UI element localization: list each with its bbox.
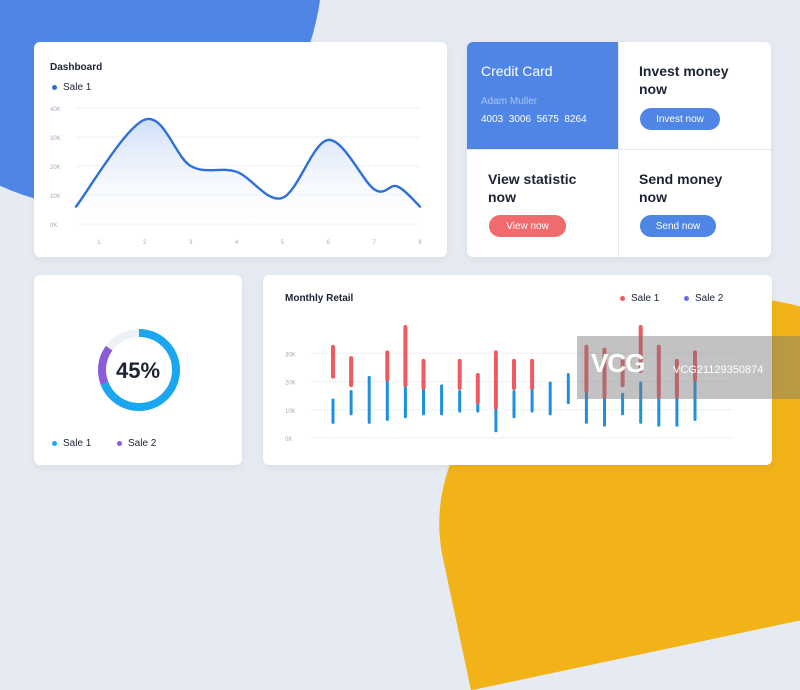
y-tick-label: 10K	[285, 409, 296, 415]
y-tick-label: 20K	[50, 165, 61, 171]
progress-ring	[98, 329, 180, 411]
bar-sale-1	[584, 344, 589, 393]
bar-sale-2	[566, 373, 570, 405]
tile-divider-horizontal	[467, 149, 771, 150]
x-tick-label: 1	[97, 240, 101, 246]
progress-legend-sale-2: Sale 2	[117, 438, 156, 449]
x-tick-label: 7	[372, 240, 376, 246]
dashboard-legend-label: Sale 1	[63, 82, 92, 93]
credit-card-title: Credit Card	[481, 63, 553, 79]
send-now-button[interactable]: Send now	[640, 215, 716, 237]
bar-sale-1	[331, 344, 335, 379]
bar-sale-1	[674, 358, 679, 399]
finance-tiles: Credit Card Adam Muller 4003 3006 5675 8…	[467, 42, 771, 257]
bar-sale-2	[639, 381, 643, 424]
bar-sale-1	[493, 350, 498, 410]
monthly-legend-label-2: Sale 2	[695, 293, 724, 304]
bar-sale-1	[349, 356, 354, 388]
bar-sale-2	[349, 389, 353, 416]
monthly-legend-label-1: Sale 1	[631, 293, 660, 304]
progress-legend-label-2: Sale 2	[128, 438, 157, 449]
bar-sale-2	[422, 384, 425, 416]
bar-sale-1	[385, 350, 390, 382]
progress-card: 45% Sale 1 Sale 2	[34, 275, 242, 465]
bar-sale-1	[638, 325, 643, 374]
y-tick-label: 0K	[50, 223, 57, 229]
bar-sale-2	[458, 389, 462, 413]
watermark: VCG VCG21129350874	[577, 336, 800, 399]
bar-sale-2	[403, 381, 407, 419]
y-tick-label: 30K	[50, 136, 61, 142]
view-now-button[interactable]: View now	[489, 215, 566, 237]
progress-legend-sale-1: Sale 1	[52, 438, 91, 449]
bar-sale-1	[475, 373, 480, 405]
bar-sale-1	[602, 347, 607, 399]
credit-card-number: 4003 3006 5675 8264	[481, 114, 587, 125]
legend-dot-icon	[117, 441, 122, 446]
legend-dot-icon	[620, 296, 625, 301]
bar-sale-1	[530, 358, 535, 390]
credit-card-holder: Adam Muller	[481, 96, 538, 107]
bar-sale-2	[693, 378, 697, 422]
bar-sale-2	[331, 398, 335, 424]
watermark-text: VCG21129350874	[673, 364, 764, 376]
x-tick-label: 5	[281, 240, 285, 246]
series-line-sale-1	[74, 117, 422, 208]
bar-sale-1	[512, 358, 516, 390]
bar-sale-1	[421, 358, 426, 390]
dashboard-area-chart: 0K 10K 20K 30K 40K 1 2 3 4 5 6 7 8	[50, 107, 422, 246]
statistic-tile: View statistic now View now	[467, 150, 618, 257]
bar-sale-2	[512, 389, 516, 419]
bar-sale-2	[385, 378, 389, 422]
statistic-heading: View statistic now	[488, 171, 577, 205]
bar-sale-2	[530, 387, 534, 413]
legend-dot-icon	[684, 296, 689, 301]
bar-sale-1	[457, 358, 462, 390]
credit-card-tile[interactable]: Credit Card Adam Muller 4003 3006 5675 8…	[467, 42, 618, 149]
bar-sale-1	[620, 356, 625, 388]
bar-sale-2	[494, 406, 498, 433]
dashboard-title: Dashboard	[50, 62, 103, 73]
x-tick-label: 2	[143, 240, 147, 246]
bar-sale-2	[548, 381, 552, 416]
bar-sale-1	[403, 325, 408, 388]
legend-dot-icon	[52, 85, 57, 90]
ring-segment-sale-1	[98, 329, 180, 411]
y-tick-label: 30K	[285, 352, 296, 358]
y-tick-label: 0K	[285, 437, 292, 443]
watermark-logo-icon: VCG	[591, 348, 645, 378]
invest-heading: Invest money now	[639, 63, 729, 97]
legend-dot-icon	[52, 441, 57, 446]
bar-sale-1	[693, 350, 697, 382]
bar-sale-2	[440, 384, 444, 416]
monthly-legend-sale-2: Sale 2	[684, 293, 723, 304]
monthly-retail-card: Monthly Retail Sale 1 Sale 2 0K 10K 20K 30K	[263, 275, 772, 465]
bar-sale-2	[367, 375, 371, 424]
y-tick-label: 10K	[50, 194, 61, 200]
invest-tile: Invest money now Invest now	[619, 42, 771, 149]
monthly-retail-bar-chart: 0K 10K 20K 30K	[285, 325, 733, 443]
send-heading: Send money now	[639, 171, 723, 205]
bar-sale-2	[621, 392, 625, 416]
invest-now-button[interactable]: Invest now	[640, 108, 720, 130]
x-tick-label: 4	[235, 240, 239, 246]
dashboard-card: Dashboard Sale 1 0K 10K 20K 30K 40K 1 2 3 4 5 6 7 8	[34, 42, 447, 257]
bar-sale-1	[656, 344, 661, 399]
bar-sale-2	[603, 395, 606, 427]
x-tick-label: 6	[327, 240, 331, 246]
dashboard-legend: Sale 1	[52, 82, 91, 93]
monthly-retail-title: Monthly Retail	[285, 293, 354, 304]
y-tick-label: 40K	[50, 107, 61, 113]
progress-percent: 45%	[115, 358, 161, 383]
bar-sale-2	[584, 387, 588, 424]
progress-legend-label-1: Sale 1	[63, 438, 92, 449]
monthly-legend-sale-1: Sale 1	[620, 293, 659, 304]
area-fill	[76, 118, 420, 224]
send-tile: Send money now Send now	[619, 150, 771, 257]
x-tick-label: 3	[189, 240, 193, 246]
y-tick-label: 20K	[285, 381, 296, 387]
x-tick-label: 8	[418, 240, 422, 246]
